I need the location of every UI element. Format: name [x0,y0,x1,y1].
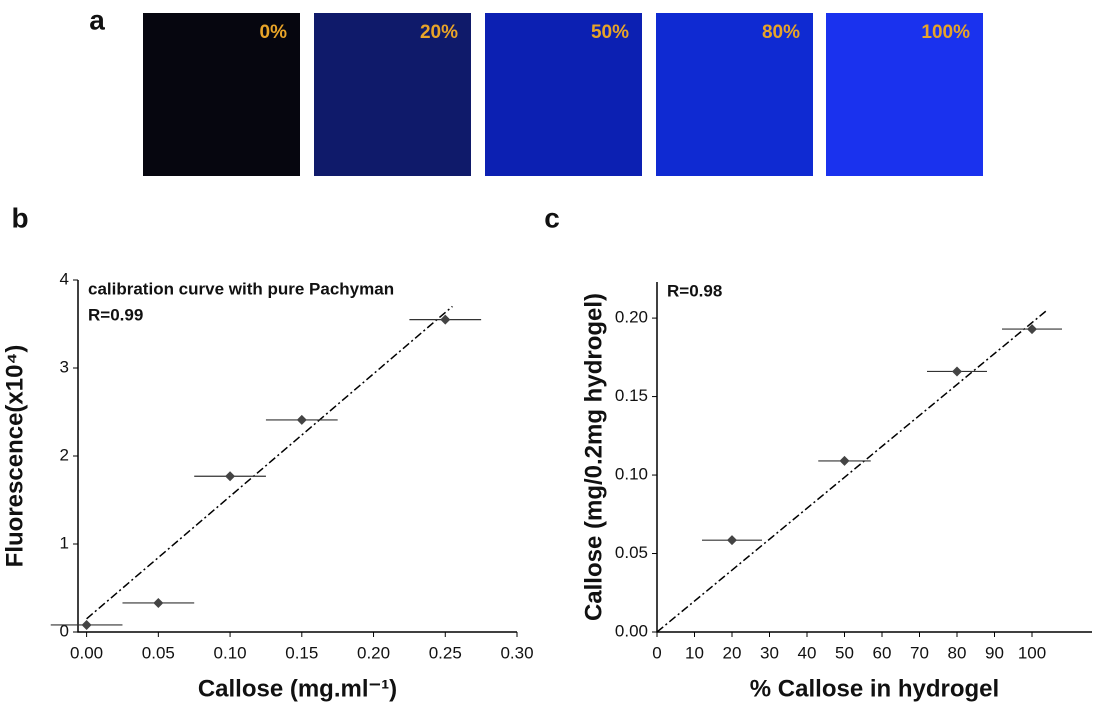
x-tick-label: 0.00 [70,643,103,662]
y-tick-label: 0 [60,621,69,640]
y-tick-label: 0.20 [615,308,648,327]
point [297,415,307,425]
x-tick-label: 0.25 [429,643,462,662]
point [952,366,962,376]
point [225,471,235,481]
point [840,456,850,466]
y-tick-label: 0.15 [615,386,648,405]
y-tick-label: 3 [60,357,69,376]
x-tick-label: 100 [1018,643,1046,662]
swatch-label: 100% [921,22,970,43]
x-tick-label: 70 [910,643,929,662]
y-tick-label: 2 [60,445,69,464]
point [727,535,737,545]
x-tick-label: 0.15 [285,643,318,662]
y-tick-label: 0.05 [615,543,648,562]
swatch-label: 20% [420,22,458,43]
x-tick-label: 0.10 [214,643,247,662]
point [153,598,163,608]
panel-label: b [11,202,28,233]
y-tick-label: 0.00 [615,621,648,640]
x-tick-label: 0 [652,643,661,662]
axes [657,282,1092,632]
annotation: R=0.98 [667,281,722,300]
x-tick-label: 0.05 [142,643,175,662]
panel-label: a [89,4,105,35]
y-tick-label: 0.10 [615,465,648,484]
swatch-label: 80% [762,22,800,43]
axes [78,280,517,632]
x-tick-label: 80 [948,643,967,662]
y-tick-label: 1 [60,533,69,552]
x-axis-label: Callose (mg.ml⁻¹) [198,675,397,702]
x-tick-label: 30 [760,643,779,662]
x-tick-label: 0.30 [500,643,533,662]
figure: a b c 0% 20% 50% 80% 100% 0.00 0.05 0.10 0.15 0.2… [0,0,1094,709]
x-tick-label: 20 [723,643,742,662]
swatch-label: 50% [591,22,629,43]
x-tick-label: 10 [685,643,704,662]
panel-label: c [544,202,560,233]
fit-line [87,306,453,618]
x-tick-label: 40 [798,643,817,662]
x-axis-label: % Callose in hydrogel [750,675,999,702]
x-tick-label: 60 [873,643,892,662]
x-tick-label: 90 [985,643,1004,662]
x-tick-label: 0.20 [357,643,390,662]
y-axis-label: Fluorescence(x10⁴) [1,345,28,568]
y-tick-label: 4 [60,269,69,288]
point [82,620,92,630]
fit-line [657,310,1047,632]
y-axis-label: Callose (mg/0.2mg hydrogel) [580,293,607,621]
annotation: R=0.99 [88,305,143,324]
x-tick-label: 50 [835,643,854,662]
annotation: calibration curve with pure Pachyman [88,279,394,298]
swatch-label: 0% [260,22,288,43]
